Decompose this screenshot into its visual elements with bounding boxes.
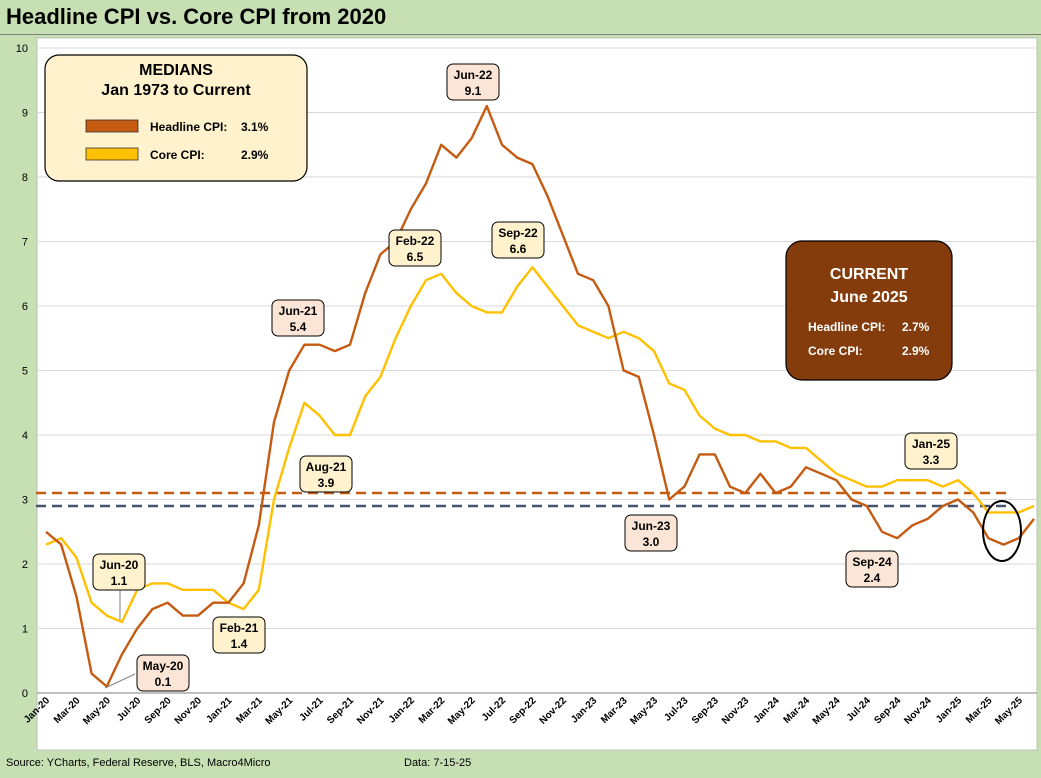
callout-jan-25: Jan-25 3.3 — [904, 432, 958, 470]
medians-headline-value: 3.1% — [241, 120, 269, 134]
current-headline-label: Headline CPI: — [808, 320, 885, 334]
callout-aug-21: Aug-21 3.9 — [299, 455, 353, 493]
chart-title: Headline CPI vs. Core CPI from 2020 — [6, 4, 387, 29]
callout-jun-23: Jun-23 3.0 — [624, 514, 678, 552]
y-tick-label: 4 — [22, 430, 28, 442]
title-bar: Headline CPI vs. Core CPI from 2020 — [0, 0, 1041, 35]
callout-box — [92, 553, 146, 591]
callout-jun-22: Jun-22 9.1 — [446, 63, 500, 101]
callout-box — [136, 654, 190, 692]
current-core-value: 2.9% — [902, 344, 930, 358]
footer-date: Data: 7-15-25 — [404, 757, 472, 769]
medians-headline-label: Headline CPI: — [150, 120, 227, 134]
callout-value: 0.1 — [155, 675, 172, 689]
y-tick-label: 7 — [22, 237, 28, 249]
series-lines — [45, 104, 1035, 688]
medians-box-title: MEDIANS — [139, 62, 213, 79]
callout-box — [446, 63, 500, 101]
current-box-title: CURRENT — [830, 266, 908, 283]
y-tick-label: 9 — [22, 108, 28, 120]
callout-month: Jun-21 — [279, 304, 318, 318]
callout-month: Feb-22 — [396, 234, 435, 248]
callout-feb-22: Feb-22 6.5 — [388, 229, 442, 267]
callout-box — [299, 455, 353, 493]
callout-box — [271, 299, 325, 337]
callout-month: May-20 — [143, 659, 184, 673]
callout-leader — [104, 673, 136, 689]
callout-value: 3.9 — [318, 476, 335, 490]
callout-jun-21: Jun-21 5.4 — [271, 299, 325, 337]
callout-sep-22: Sep-22 6.6 — [491, 221, 545, 259]
medians-headline-swatch — [85, 119, 139, 133]
data-callouts: Jun-22 9.1 Jun-21 5.4 Feb-22 6.5 Sep-22 6.6 Aug-… — [92, 63, 958, 692]
callout-box — [388, 229, 442, 267]
callout-may-20: May-20 0.1 — [104, 654, 190, 692]
callout-box — [624, 514, 678, 552]
current-box: CURRENT June 2025 Headline CPI: 2.7% Cor… — [785, 240, 953, 381]
callout-box — [491, 221, 545, 259]
y-tick-label: 2 — [22, 559, 28, 571]
medians-core-value: 2.9% — [241, 148, 269, 162]
medians-core-label: Core CPI: — [150, 148, 205, 162]
callout-box — [904, 432, 958, 470]
footer-source: Source: YCharts, Federal Reserve, BLS, M… — [6, 757, 271, 769]
median-reference-lines — [36, 491, 1010, 508]
y-tick-label: 1 — [22, 624, 28, 636]
y-tick-label: 3 — [22, 495, 28, 507]
y-axis: 0 1 2 3 4 5 6 7 8 9 10 — [16, 43, 1037, 700]
callout-month: Jun-20 — [100, 558, 139, 572]
callout-value: 1.4 — [231, 637, 248, 651]
medians-box: MEDIANS Jan 1973 to Current Headline CPI… — [44, 54, 308, 182]
callout-value: 2.4 — [864, 571, 881, 585]
callout-value: 5.4 — [290, 320, 307, 334]
callout-sep-24: Sep-24 2.4 — [845, 550, 899, 588]
callout-value: 3.3 — [923, 453, 940, 467]
y-tick-label: 5 — [22, 366, 28, 378]
callout-month: Feb-21 — [220, 621, 259, 635]
latest-value-highlight-ellipse — [982, 500, 1022, 562]
callout-month: Jun-22 — [454, 68, 493, 82]
callout-feb-21: Feb-21 1.4 — [212, 616, 266, 654]
current-headline-value: 2.7% — [902, 320, 930, 334]
callout-month: Aug-21 — [306, 460, 347, 474]
callout-month: Jun-23 — [632, 519, 671, 533]
current-box-background — [785, 240, 953, 381]
y-tick-label: 0 — [22, 688, 28, 700]
current-core-label: Core CPI: — [808, 344, 863, 358]
callout-box — [845, 550, 899, 588]
y-tick-label: 6 — [22, 301, 28, 313]
current-box-subtitle: June 2025 — [830, 289, 907, 306]
callout-month: Sep-24 — [852, 555, 892, 569]
callout-value: 6.6 — [510, 242, 527, 256]
headline-cpi-line — [45, 104, 1035, 688]
callout-value: 6.5 — [407, 250, 424, 264]
callout-value: 1.1 — [111, 574, 128, 588]
callout-month: Jan-25 — [912, 437, 950, 451]
callout-box — [212, 616, 266, 654]
y-tick-label: 10 — [16, 43, 28, 55]
medians-core-swatch — [85, 147, 139, 161]
medians-box-subtitle: Jan 1973 to Current — [101, 82, 251, 99]
y-tick-label: 8 — [22, 172, 28, 184]
callout-value: 9.1 — [465, 84, 482, 98]
callout-value: 3.0 — [643, 535, 660, 549]
callout-jun-20: Jun-20 1.1 — [92, 553, 146, 620]
callout-month: Sep-22 — [498, 226, 538, 240]
core-cpi-line — [45, 266, 1035, 624]
